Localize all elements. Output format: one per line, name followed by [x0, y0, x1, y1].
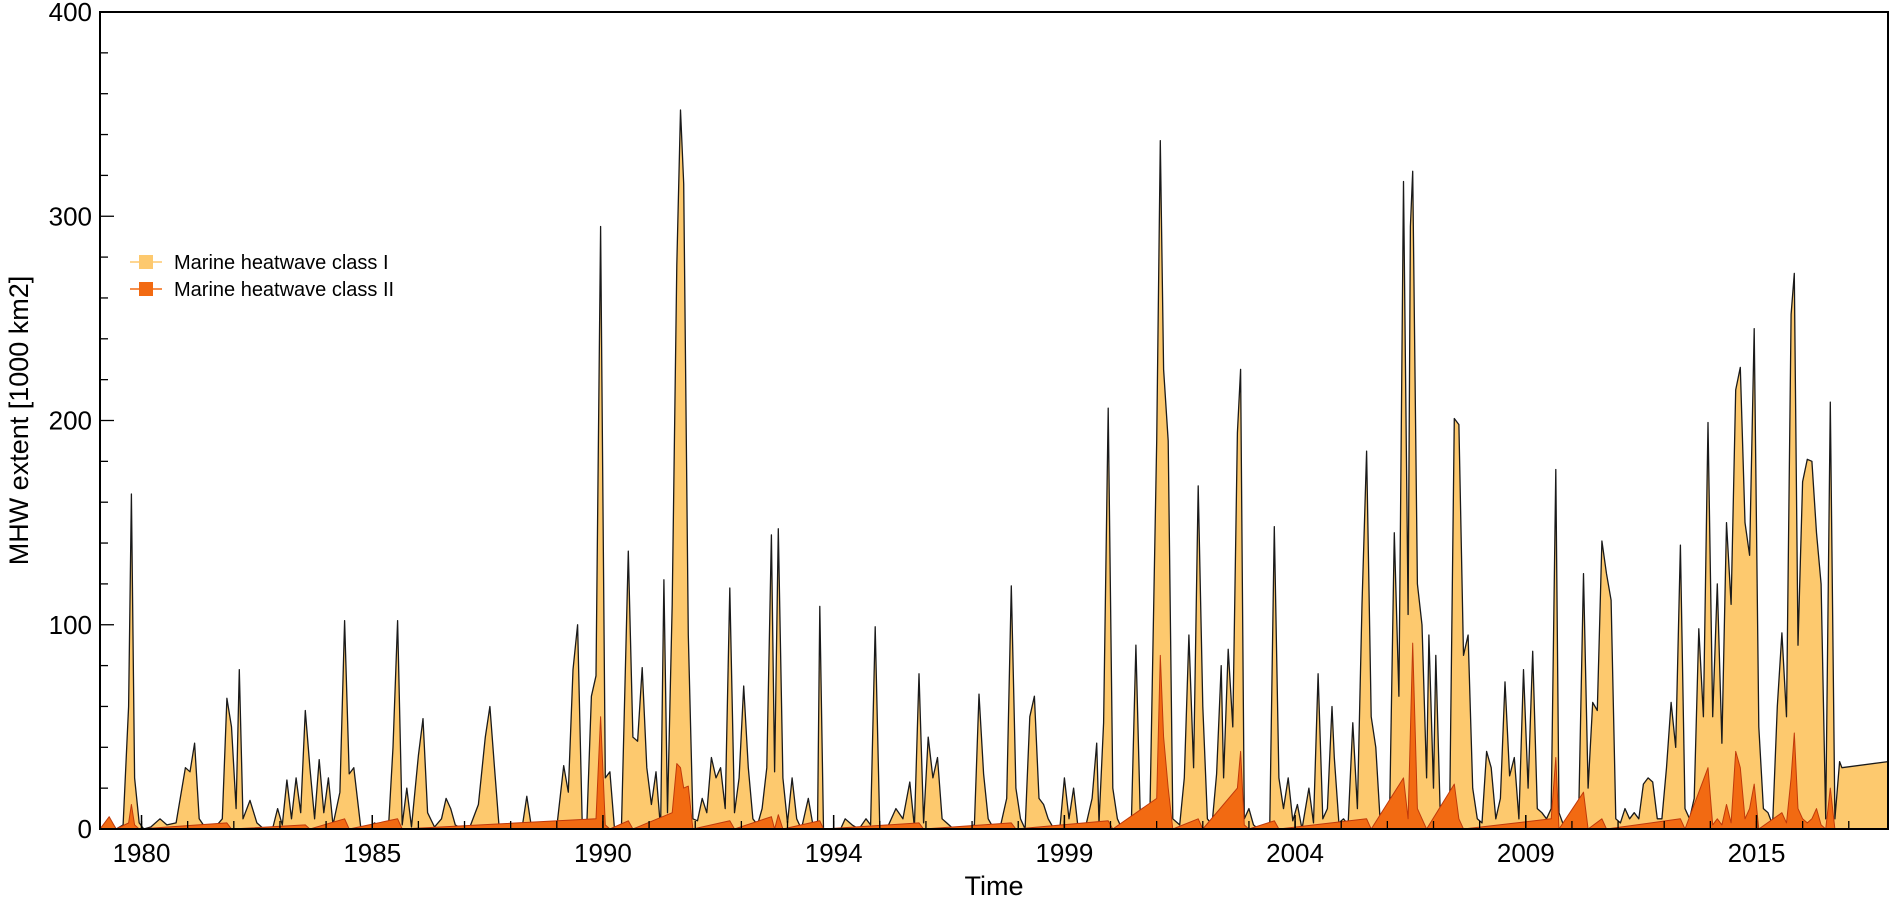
area-series-2 [100, 643, 1888, 829]
legend-swatch [139, 255, 153, 269]
y-tick-label: 400 [49, 0, 92, 27]
plot-frame [99, 11, 1889, 830]
legend-swatch [139, 282, 153, 296]
x-tick-label: 1999 [1035, 838, 1093, 868]
y-tick-label: 100 [49, 610, 92, 640]
legend-label: Marine heatwave class I [174, 252, 389, 274]
y-tick-label: 300 [49, 201, 92, 231]
y-axis: 0 100 200 300 400 [49, 0, 114, 844]
x-tick-label: 2015 [1728, 838, 1786, 868]
area-layer [99, 109, 1889, 830]
y-tick-label: 0 [78, 814, 92, 844]
x-tick-label: 1985 [343, 838, 401, 868]
line-series-1 [99, 109, 1889, 830]
x-tick-label: 1990 [574, 838, 632, 868]
x-tick-label: 1994 [805, 838, 863, 868]
y-tick-label: 200 [49, 406, 92, 436]
legend: Marine heatwave class I Marine heatwave c… [130, 252, 394, 301]
x-tick-label: 1980 [113, 838, 171, 868]
x-axis-label: Time [965, 871, 1024, 901]
x-axis: 1980 1985 1990 1994 1999 2004 2009 2015 [113, 815, 1850, 868]
legend-label: Marine heatwave class II [174, 279, 394, 301]
y-axis-label: MHW extent [1000 km2] [4, 276, 34, 566]
line-series-2 [99, 642, 1888, 830]
x-tick-label: 2009 [1497, 838, 1555, 868]
x-tick-label: 2004 [1266, 838, 1324, 868]
area-series-1 [100, 110, 1888, 829]
